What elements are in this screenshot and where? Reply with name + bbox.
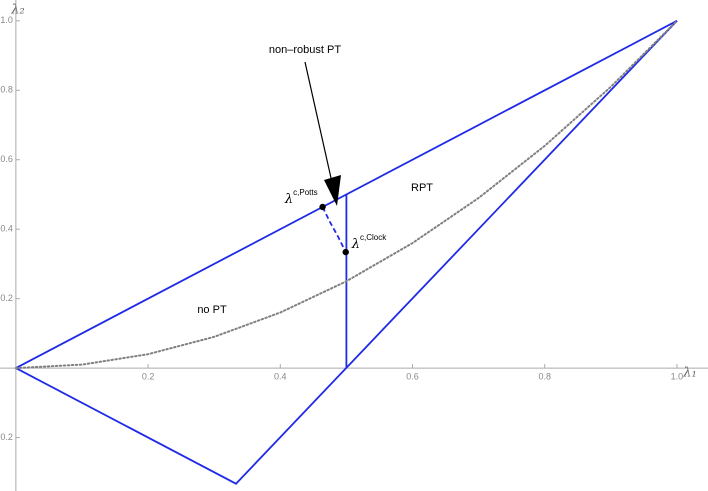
- y-tick-label: 1.0: [0, 15, 13, 25]
- annotation: non–robust PT: [269, 44, 341, 56]
- arrow-shaft: [304, 61, 332, 179]
- series-line: [15, 20, 678, 485]
- point-label-base: λ: [284, 191, 293, 206]
- point-label: λc,Potts: [284, 188, 318, 206]
- series-line: [14, 19, 678, 370]
- point-label-base: λ: [351, 237, 360, 252]
- x-tick-label: 0.4: [274, 371, 287, 381]
- x-tick-label: 1.0: [671, 371, 684, 381]
- x-tick-label: 0.8: [538, 371, 551, 381]
- point-label-sup: c,Clock: [360, 233, 387, 242]
- y-axis-label: λ₂: [10, 3, 24, 18]
- critical-point: [342, 248, 349, 256]
- annotation: RPT: [411, 182, 433, 194]
- arrow-head: [324, 175, 341, 206]
- y-tick-label: 0.6: [0, 154, 13, 164]
- y-tick-label: 0.4: [0, 224, 13, 234]
- x-tick-label: 0.6: [406, 371, 419, 381]
- point-label: λc,Clock: [351, 233, 387, 251]
- annotation: no PT: [197, 304, 227, 316]
- x-tick-label: 0.2: [142, 371, 155, 381]
- point-label-sup: c,Potts: [293, 188, 317, 197]
- y-tick-label: -0.2: [0, 432, 13, 442]
- series-line: [321, 206, 347, 253]
- critical-point: [319, 203, 326, 211]
- y-tick-label: 0.8: [0, 85, 13, 95]
- y-tick-label: 0.2: [0, 293, 13, 303]
- x-axis-label: λ₁: [682, 366, 696, 381]
